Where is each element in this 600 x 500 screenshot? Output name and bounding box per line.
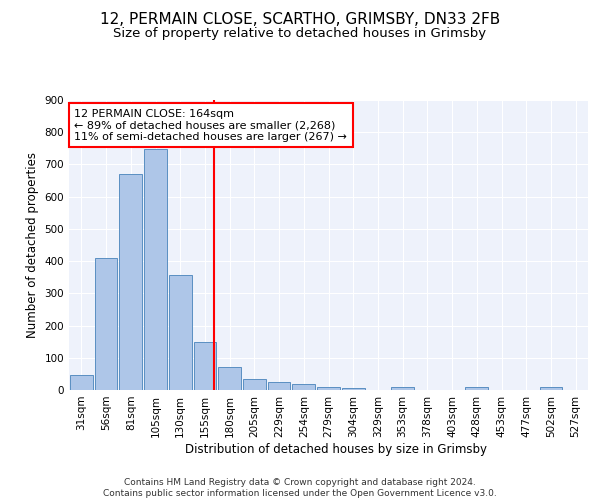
Bar	[391, 388, 414, 390]
Bar	[268, 382, 290, 390]
Bar	[466, 388, 488, 390]
Bar	[169, 275, 191, 390]
Bar	[342, 388, 365, 390]
Text: 12, PERMAIN CLOSE, SCARTHO, GRIMSBY, DN33 2FB: 12, PERMAIN CLOSE, SCARTHO, GRIMSBY, DN3…	[100, 12, 500, 28]
Bar	[243, 378, 266, 390]
Bar	[218, 368, 241, 390]
Bar	[194, 342, 216, 390]
Bar	[70, 374, 93, 390]
Bar	[317, 388, 340, 390]
Bar	[539, 388, 562, 390]
Text: 12 PERMAIN CLOSE: 164sqm
← 89% of detached houses are smaller (2,268)
11% of sem: 12 PERMAIN CLOSE: 164sqm ← 89% of detach…	[74, 108, 347, 142]
Text: Contains HM Land Registry data © Crown copyright and database right 2024.
Contai: Contains HM Land Registry data © Crown c…	[103, 478, 497, 498]
Bar	[144, 149, 167, 390]
Text: Size of property relative to detached houses in Grimsby: Size of property relative to detached ho…	[113, 28, 487, 40]
Y-axis label: Number of detached properties: Number of detached properties	[26, 152, 39, 338]
Text: Distribution of detached houses by size in Grimsby: Distribution of detached houses by size …	[185, 442, 487, 456]
Bar	[292, 384, 315, 390]
Bar	[95, 258, 118, 390]
Bar	[119, 174, 142, 390]
